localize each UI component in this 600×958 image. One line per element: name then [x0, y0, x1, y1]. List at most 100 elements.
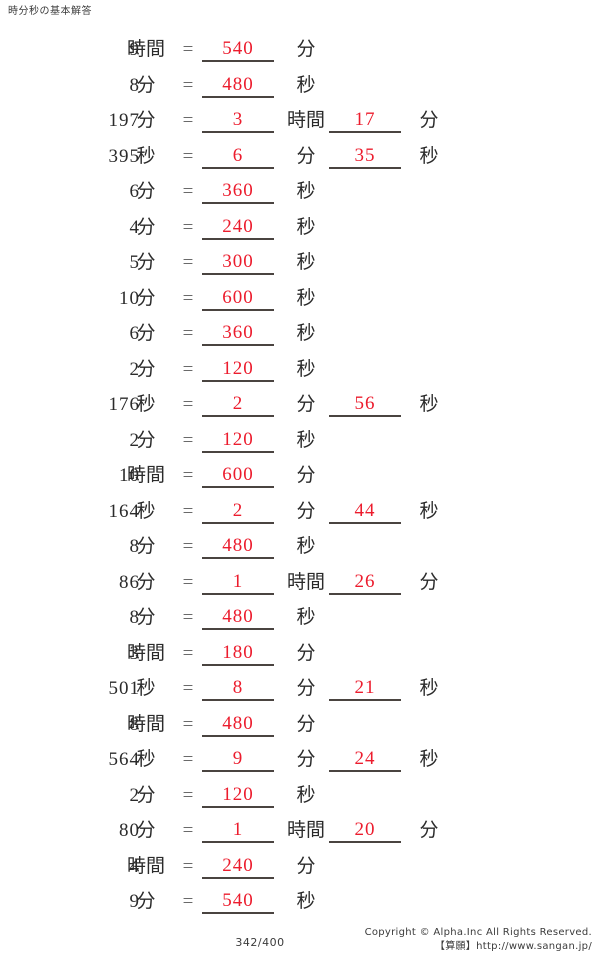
- equals-sign: =: [182, 465, 194, 486]
- answer-unit-2: 分: [419, 571, 439, 593]
- answer-blank-2[interactable]: 20: [329, 817, 401, 843]
- given-value: 10: [119, 287, 140, 309]
- answer-unit-1: 秒: [296, 252, 316, 273]
- answer-unit-1: 分: [296, 465, 316, 486]
- answer-blank-1[interactable]: 300: [202, 249, 274, 275]
- equals-sign: =: [182, 216, 194, 238]
- equals-sign: =: [182, 110, 194, 131]
- given-value: 2: [129, 784, 140, 806]
- answer-blank-1[interactable]: 120: [202, 356, 274, 382]
- answer-blank-2[interactable]: 21: [329, 675, 401, 701]
- answer-unit-1: 秒: [296, 216, 316, 238]
- answer-blank-1[interactable]: 480: [202, 711, 274, 737]
- equals-sign: =: [182, 145, 194, 167]
- answer-unit-1: 秒: [296, 323, 316, 344]
- answer-blank-2[interactable]: 44: [329, 498, 401, 524]
- given-value: 197: [108, 110, 140, 131]
- given-value: 80: [119, 820, 140, 841]
- given-unit: 秒: [136, 145, 156, 167]
- equals-sign: =: [182, 855, 194, 877]
- answer-unit-1: 分: [296, 678, 316, 699]
- given-value: 8: [129, 74, 140, 96]
- given-unit: 分: [136, 571, 156, 593]
- equals-sign: =: [182, 252, 194, 273]
- answer-blank-1[interactable]: 600: [202, 285, 274, 311]
- problem-row: 9 分 = 540 秒: [0, 888, 600, 924]
- answer-blank-1[interactable]: 600: [202, 462, 274, 488]
- given-value: 164: [108, 500, 140, 522]
- given-unit: 分: [136, 607, 156, 628]
- answer-blank-2[interactable]: 56: [329, 391, 401, 417]
- answer-blank-1[interactable]: 240: [202, 214, 274, 240]
- answer-unit-1: 分: [296, 642, 316, 664]
- answer-unit-1: 分: [296, 145, 316, 167]
- problem-row: 6 分 = 360 秒: [0, 320, 600, 356]
- given-value: 4: [129, 855, 140, 877]
- equals-sign: =: [182, 358, 194, 380]
- answer-blank-1[interactable]: 480: [202, 533, 274, 559]
- answer-blank-1[interactable]: 540: [202, 36, 274, 62]
- answer-unit-1: 秒: [296, 358, 316, 380]
- answer-unit-1: 分: [296, 394, 316, 415]
- problem-row: 10 時間 = 600 分: [0, 462, 600, 498]
- answer-unit-1: 分: [296, 713, 316, 735]
- problem-row: 8 分 = 480 秒: [0, 604, 600, 640]
- answer-blank-1[interactable]: 9: [202, 746, 274, 772]
- answer-blank-1[interactable]: 2: [202, 498, 274, 524]
- answer-blank-1[interactable]: 180: [202, 640, 274, 666]
- given-value: 2: [129, 429, 140, 451]
- answer-unit-2: 分: [419, 110, 439, 131]
- answer-blank-2[interactable]: 26: [329, 569, 401, 595]
- answer-unit-1: 秒: [296, 74, 316, 96]
- answer-blank-2[interactable]: 24: [329, 746, 401, 772]
- answer-blank-1[interactable]: 480: [202, 72, 274, 98]
- problem-row: 5 分 = 300 秒: [0, 249, 600, 285]
- problem-row: 80 分 = 1 時間 20 分: [0, 817, 600, 853]
- answer-unit-1: 分: [296, 39, 316, 60]
- answer-blank-1[interactable]: 120: [202, 782, 274, 808]
- answer-blank-1[interactable]: 240: [202, 853, 274, 879]
- answer-blank-2[interactable]: 17: [329, 107, 401, 133]
- given-value: 9: [129, 39, 140, 60]
- answer-blank-1[interactable]: 2: [202, 391, 274, 417]
- answer-blank-1[interactable]: 360: [202, 320, 274, 346]
- given-unit: 時間: [126, 855, 165, 877]
- given-value: 10: [119, 465, 140, 486]
- answer-blank-1[interactable]: 540: [202, 888, 274, 914]
- equals-sign: =: [182, 713, 194, 735]
- problem-row: 395 秒 = 6 分 35 秒: [0, 143, 600, 179]
- answer-blank-1[interactable]: 3: [202, 107, 274, 133]
- answer-blank-1[interactable]: 360: [202, 178, 274, 204]
- copyright-text: Copyright © Alpha.Inc All Rights Reserve…: [364, 927, 592, 938]
- answer-unit-1: 秒: [296, 607, 316, 628]
- answer-unit-1: 時間: [286, 571, 325, 593]
- given-unit: 分: [136, 891, 156, 912]
- answer-blank-1[interactable]: 8: [202, 675, 274, 701]
- given-unit: 分: [136, 358, 156, 380]
- answer-blank-1[interactable]: 480: [202, 604, 274, 630]
- answer-blank-2[interactable]: 35: [329, 143, 401, 169]
- answer-unit-2: 秒: [419, 500, 439, 522]
- given-unit: 分: [136, 536, 156, 557]
- answer-unit-2: 分: [419, 820, 439, 841]
- answer-blank-1[interactable]: 6: [202, 143, 274, 169]
- footer-copyright-block: Copyright © Alpha.Inc All Rights Reserve…: [365, 926, 592, 954]
- given-unit: 分: [136, 74, 156, 96]
- equals-sign: =: [182, 678, 194, 699]
- given-unit: 分: [136, 252, 156, 273]
- problem-list: 9 時間 = 540 分 8 分 = 480 秒 197 分 = 3 時間 17 分 395 秒 = 6 分 35 秒 6 分 = 3…: [0, 36, 600, 924]
- given-value: 395: [108, 145, 140, 167]
- given-value: 176: [108, 394, 140, 415]
- answer-blank-1[interactable]: 120: [202, 427, 274, 453]
- problem-row: 10 分 = 600 秒: [0, 285, 600, 321]
- problem-row: 164 秒 = 2 分 44 秒: [0, 498, 600, 534]
- equals-sign: =: [182, 181, 194, 202]
- answer-blank-1[interactable]: 1: [202, 817, 274, 843]
- given-unit: 分: [136, 820, 156, 841]
- equals-sign: =: [182, 500, 194, 522]
- answer-blank-1[interactable]: 1: [202, 569, 274, 595]
- given-unit: 分: [136, 216, 156, 238]
- problem-row: 8 分 = 480 秒: [0, 72, 600, 108]
- given-unit: 時間: [126, 713, 165, 735]
- given-unit: 分: [136, 429, 156, 451]
